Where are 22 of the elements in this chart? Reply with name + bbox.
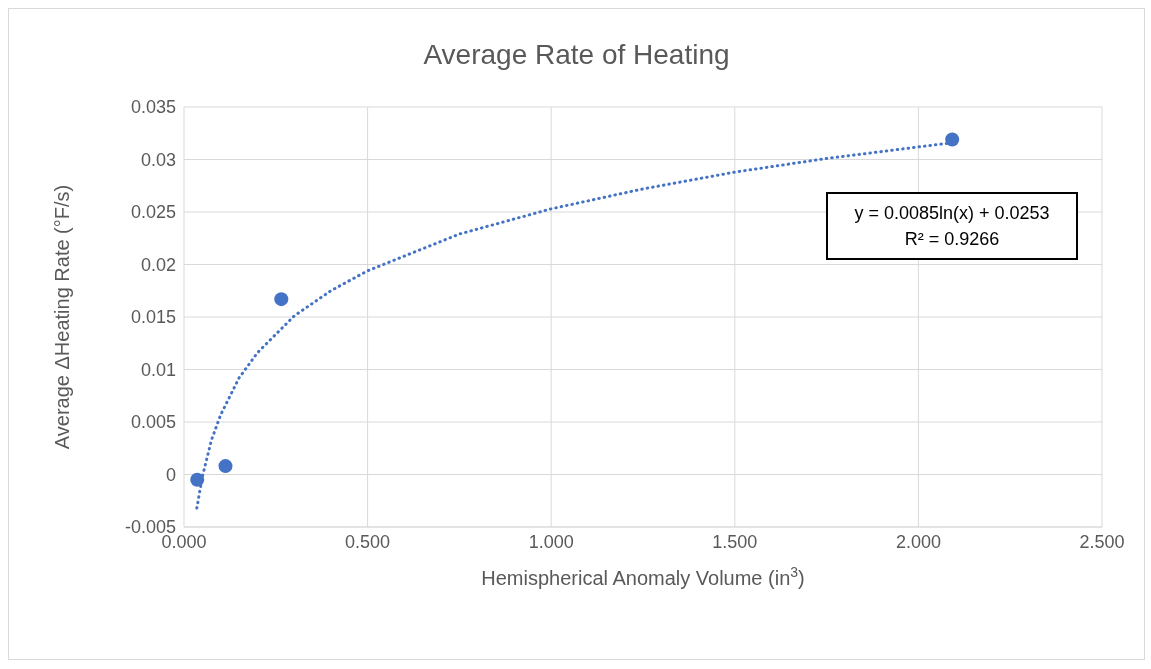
- point: [190, 472, 205, 487]
- x-tick-label: 2.000: [895, 531, 941, 552]
- point: [274, 292, 289, 307]
- y-axis-title: Average ΔHeating Rate (°F/s): [51, 184, 73, 450]
- y-tick-label: 0.03: [140, 149, 176, 170]
- y-tick-label: 0.01: [140, 359, 176, 380]
- point: [218, 459, 233, 474]
- y-tick-label: 0.015: [130, 307, 176, 328]
- annotation: y = 0.0085ln(x) + 0.0253: [853, 202, 1051, 225]
- x-tick-label: 1.000: [528, 531, 574, 552]
- chart-title: Average Rate of Heating: [422, 39, 731, 71]
- y-tick-label: 0.025: [130, 202, 176, 223]
- x-tick-label: 1.500: [712, 531, 758, 552]
- x-tick-label: 2.500: [1079, 531, 1125, 552]
- y-tick-label: 0.005: [130, 412, 176, 433]
- x-tick-label: 0.500: [345, 531, 391, 552]
- annotation: R² = 0.9266: [903, 228, 1001, 251]
- point: [945, 132, 960, 147]
- y-tick-label: 0.035: [130, 97, 176, 118]
- x-axis-title: Hemispherical Anomaly Volume (in$^{3}$): [481, 564, 805, 589]
- y-tick-label: 0.02: [140, 254, 176, 275]
- y-tick-label: 0: [165, 464, 176, 485]
